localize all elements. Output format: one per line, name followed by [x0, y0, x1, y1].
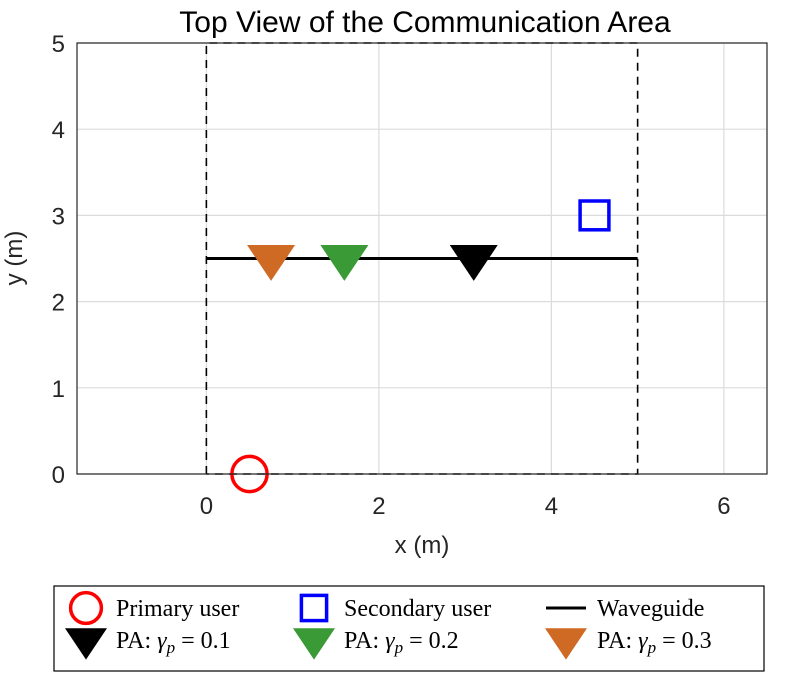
legend-entry: Secondary user	[299, 593, 491, 623]
legend-label: PA: γp = 0.1	[116, 628, 231, 657]
legend-label: Waveguide	[597, 596, 704, 622]
x-axis-label: x (m)	[395, 532, 450, 559]
legend-label: Primary user	[116, 596, 239, 622]
legend-entry: PA: γp = 0.2	[293, 628, 459, 660]
area-boundary	[205, 42, 639, 475]
y-tick-label: 1	[52, 376, 65, 403]
legend-label: PA: γp = 0.2	[344, 628, 459, 657]
y-axis-label: y (m)	[1, 231, 28, 286]
legend: Primary user Secondary user Waveguide PA: γ…	[53, 585, 765, 672]
legend-entry: Waveguide	[546, 596, 704, 622]
point-secondary-user	[578, 199, 611, 232]
legend-items: Primary user Secondary user Waveguide PA: γ…	[65, 590, 712, 660]
legend-marker-pa-p-0-3	[545, 628, 587, 660]
y-tick-label: 2	[52, 290, 65, 317]
point-pa-p-0-2	[320, 245, 369, 281]
legend-marker-pa-p-0-2	[293, 628, 335, 660]
area-boundary-line	[205, 42, 639, 475]
data-marks	[206, 199, 638, 494]
legend-entry: PA: γp = 0.1	[65, 628, 231, 660]
legend-marker-secondary-user	[299, 593, 329, 623]
x-tick-label: 2	[372, 493, 385, 520]
legend-entry: PA: γp = 0.3	[545, 628, 712, 660]
point-pa-p-0-3	[247, 245, 296, 281]
chart-title: Top View of the Communication Area	[179, 6, 671, 39]
legend-entry: Primary user	[68, 590, 239, 626]
x-tick-label: 6	[717, 493, 730, 520]
y-tick-label: 4	[52, 117, 65, 144]
y-tick-label: 0	[52, 462, 65, 489]
y-tick-label: 3	[52, 203, 65, 230]
x-tick-label: 0	[200, 493, 213, 520]
y-tick-label: 5	[52, 31, 65, 58]
tick-labels: 0 2 4 6 0 1 2 3 4 5	[52, 31, 731, 520]
legend-label: Secondary user	[344, 596, 491, 622]
legend-marker-primary-user	[68, 590, 104, 626]
legend-box	[53, 585, 765, 672]
axes-frame	[76, 42, 768, 475]
legend-marker-pa-p-0-1	[65, 628, 107, 660]
point-pa-p-0-1	[449, 245, 498, 281]
x-tick-label: 4	[545, 493, 558, 520]
legend-label: PA: γp = 0.3	[597, 628, 712, 657]
